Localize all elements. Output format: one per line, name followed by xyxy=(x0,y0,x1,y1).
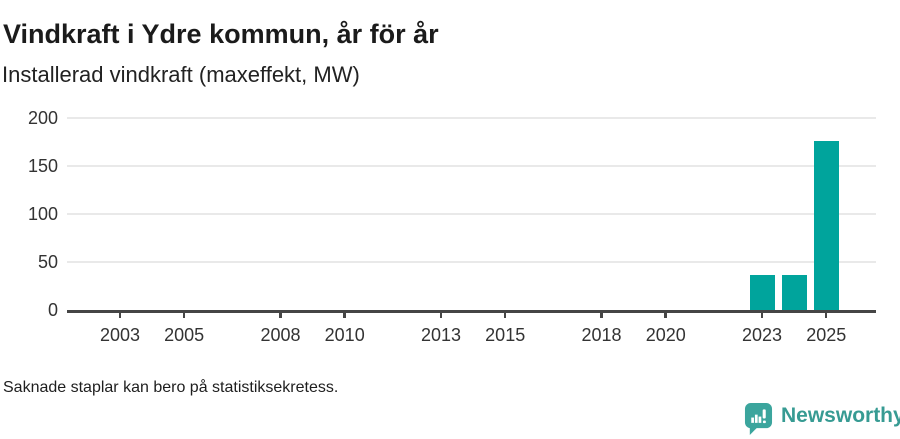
x-tick-label: 2013 xyxy=(420,325,462,345)
x-tick-label: 2010 xyxy=(324,325,365,345)
logo-exclamation-dot xyxy=(762,420,766,424)
gridline xyxy=(67,213,876,215)
speech-bubble-shape xyxy=(744,403,773,429)
x-tick xyxy=(118,311,122,318)
y-tick-label: 0 xyxy=(47,300,58,320)
x-tick-label: 2003 xyxy=(99,325,140,345)
x-tick-label: 2008 xyxy=(260,325,301,345)
x-tick xyxy=(600,311,603,318)
x-tick-label: 2023 xyxy=(742,325,783,345)
gridline xyxy=(67,165,876,167)
y-tick-label: 100 xyxy=(27,204,58,224)
x-tick xyxy=(664,311,667,318)
logo-bar-2 xyxy=(754,414,758,423)
logo-exclamation-bar xyxy=(762,409,766,419)
gridline xyxy=(67,261,876,263)
bar xyxy=(813,141,839,310)
x-tick-label: 2018 xyxy=(581,325,622,345)
x-tick xyxy=(343,311,346,318)
bar-chart: 0 50 100 150 200 2003 2005 2008 2010 2013 2015 201… xyxy=(27,108,876,345)
bar xyxy=(749,275,775,310)
x-tick xyxy=(503,311,507,318)
logo-bar-1 xyxy=(751,417,754,423)
x-tick xyxy=(760,311,764,318)
logo-bar-3 xyxy=(758,416,762,423)
speech-bubble-tail xyxy=(749,425,760,435)
gridline xyxy=(67,117,876,119)
x-tick xyxy=(439,311,443,318)
bar xyxy=(781,275,807,310)
x-tick-label: 2015 xyxy=(485,325,526,345)
chart-footnote: Saknade staplar kan bero på statistiksek… xyxy=(3,379,339,396)
y-tick-label: 150 xyxy=(27,156,58,176)
newsworthy-icon xyxy=(744,403,773,435)
x-tick xyxy=(279,311,282,318)
x-tick-label: 2020 xyxy=(645,325,686,345)
brand-name: Newsworthy xyxy=(781,404,900,427)
x-tick xyxy=(824,311,828,318)
x-tick-label: 2025 xyxy=(806,325,847,345)
x-tick-label: 2005 xyxy=(164,325,205,345)
chart-title: Vindkraft i Ydre kommun, år för år xyxy=(3,19,439,50)
y-tick-label: 200 xyxy=(27,108,58,128)
chart-subtitle: Installerad vindkraft (maxeffekt, MW) xyxy=(2,62,360,87)
x-tick xyxy=(182,311,186,318)
y-tick-label: 50 xyxy=(37,252,58,272)
newsworthy-logo: Newsworthy xyxy=(744,402,900,436)
x-axis-line xyxy=(67,310,876,313)
